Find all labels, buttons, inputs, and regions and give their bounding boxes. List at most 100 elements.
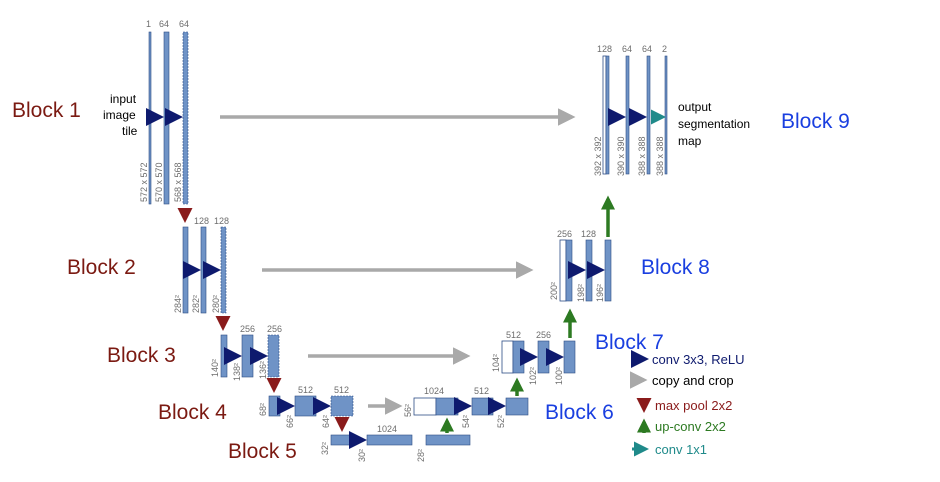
size-label: 52² <box>496 415 506 428</box>
channel-label: 256 <box>240 324 255 334</box>
size-label: 102² <box>528 367 538 385</box>
size-label: 64² <box>321 415 331 428</box>
feature-map <box>330 434 354 446</box>
channel-label: 512 <box>334 385 349 395</box>
block-8-label: Block 8 <box>641 256 710 279</box>
size-label: 390 x 390 <box>616 136 626 176</box>
block-7-label: Block 7 <box>595 331 664 354</box>
size-label: 56² <box>403 404 413 417</box>
channel-label: 1 <box>146 19 151 29</box>
channel-label: 1024 <box>377 424 397 434</box>
channel-label: 512 <box>506 330 521 340</box>
feature-map <box>163 31 170 205</box>
size-label: 100² <box>554 367 564 385</box>
size-label: 28² <box>416 449 426 462</box>
input-label-line-3: tile <box>122 124 138 138</box>
channel-label: 64 <box>622 44 632 54</box>
channel-label: 64 <box>159 19 169 29</box>
output-label-line-1: output <box>678 100 712 114</box>
output-label-line-3: map <box>678 134 702 148</box>
size-label: 392 x 392 <box>593 136 603 176</box>
feature-map <box>625 55 630 175</box>
block-1-label: Block 1 <box>12 99 81 122</box>
feature-map <box>366 434 413 446</box>
block-7-layers <box>501 340 576 374</box>
upsampled-feature-map <box>605 55 610 175</box>
block-6-label: Block 6 <box>545 401 614 424</box>
size-label: 388 x 388 <box>637 136 647 176</box>
feature-map <box>200 226 207 314</box>
feature-map <box>646 55 651 175</box>
size-label: 140² <box>210 359 220 377</box>
channel-label: 512 <box>298 385 313 395</box>
feature-map <box>294 395 317 417</box>
channel-label: 128 <box>597 44 612 54</box>
channel-label: 128 <box>194 216 209 226</box>
block-3-label: Block 3 <box>107 344 176 367</box>
feature-map-cropped <box>330 395 354 417</box>
size-label: 198² <box>576 284 586 302</box>
feature-map <box>604 239 612 302</box>
feature-map <box>425 434 471 446</box>
channel-label: 256 <box>267 324 282 334</box>
size-label: 282² <box>191 295 201 313</box>
channel-label: 128 <box>581 229 596 239</box>
channel-label: 64 <box>642 44 652 54</box>
upsampled-feature-map <box>512 340 525 374</box>
size-label: 388 x 388 <box>655 136 665 176</box>
feature-map <box>148 31 152 205</box>
legend-pool-label: max pool 2x2 <box>655 398 732 413</box>
size-label: 200² <box>549 282 559 300</box>
size-label: 54² <box>461 415 471 428</box>
feature-map <box>182 226 189 314</box>
size-label: 104² <box>491 354 501 372</box>
block-2-label: Block 2 <box>67 256 136 279</box>
feature-map-cropped <box>220 226 227 314</box>
upsampled-feature-map <box>435 397 459 416</box>
size-label: 568 x 568 <box>173 162 183 202</box>
block-9-label: Block 9 <box>781 110 850 133</box>
output-map <box>664 55 668 175</box>
channel-label: 512 <box>474 386 489 396</box>
feature-map <box>220 334 228 378</box>
channel-label: 256 <box>536 330 551 340</box>
channel-label: 128 <box>214 216 229 226</box>
feature-map <box>563 340 576 374</box>
upsampled-feature-map <box>565 239 573 302</box>
legend-up-label: up-conv 2x2 <box>655 419 726 434</box>
channel-label: 2 <box>662 44 667 54</box>
copied-feature-map <box>501 340 514 374</box>
block-5-layers <box>330 434 471 446</box>
block-5-label: Block 5 <box>228 440 297 463</box>
size-label: 30² <box>357 449 367 462</box>
size-label: 284² <box>173 295 183 313</box>
size-label: 196² <box>595 284 605 302</box>
copied-feature-map <box>413 397 437 416</box>
legend-conv-label: conv 3x3, ReLU <box>652 352 745 367</box>
legend: conv 3x3, ReLU copy and crop max pool 2x… <box>630 350 745 457</box>
channel-label: 64 <box>179 19 189 29</box>
size-label: 572 x 572 <box>139 162 149 202</box>
size-label: 280² <box>211 295 221 313</box>
feature-map <box>241 334 254 378</box>
feature-map-cropped <box>267 334 280 378</box>
size-label: 66² <box>285 415 295 428</box>
block-4-layers <box>268 395 354 417</box>
block-4-label: Block 4 <box>158 401 227 424</box>
channel-label: 256 <box>557 229 572 239</box>
size-label: 68² <box>258 403 268 416</box>
output-label-line-2: segmentation <box>678 117 750 131</box>
input-label-line-1: input <box>110 92 137 106</box>
copied-feature-map <box>559 239 567 302</box>
size-label: 32² <box>320 442 330 455</box>
feature-map <box>505 397 529 416</box>
block-9-layers <box>602 55 668 175</box>
feature-map <box>537 340 550 374</box>
copied-feature-map <box>602 55 607 175</box>
size-label: 136² <box>258 361 268 379</box>
channel-label: 1024 <box>424 386 444 396</box>
feature-map <box>268 395 281 417</box>
legend-conv1-label: conv 1x1 <box>655 442 707 457</box>
size-label: 138² <box>232 363 242 381</box>
